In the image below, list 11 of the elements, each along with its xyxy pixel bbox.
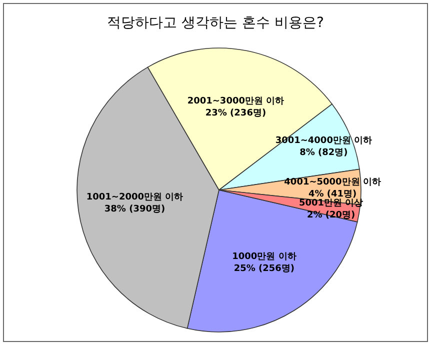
data-label: 4% (41명) xyxy=(308,190,357,200)
slice-label: 2001~3000만원 이하 xyxy=(187,96,284,106)
slice-label: 4001~5000만원 이하 xyxy=(284,178,381,188)
data-label: 23% (236명) xyxy=(205,108,266,118)
data-label: 25% (256명) xyxy=(234,264,295,274)
slice-label: 1001~2000만원 이하 xyxy=(86,192,184,203)
data-label: 8% (82명) xyxy=(300,148,348,158)
chart-title: 적당하다고 생각하는 혼수 비용은? xyxy=(106,14,325,32)
slice-label: 1000만원 이하 xyxy=(232,252,296,262)
data-label: 2% (20명) xyxy=(306,210,356,221)
data-label: 38% (390명) xyxy=(104,204,166,215)
